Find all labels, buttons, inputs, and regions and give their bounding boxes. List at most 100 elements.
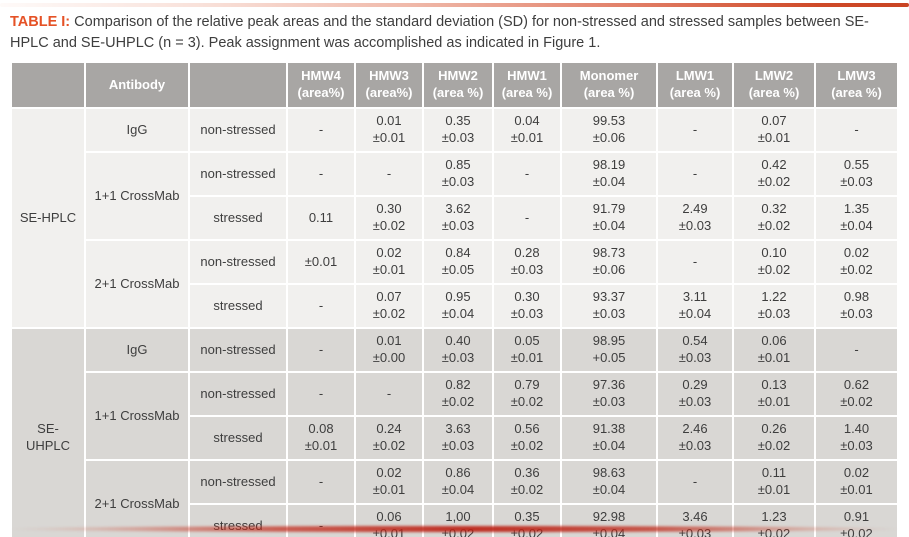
header-method [12, 63, 84, 108]
value-cell: 98.63 ±0.04 [562, 461, 656, 504]
header-antibody: Antibody [86, 63, 188, 108]
value-cell: 0.02 ±0.01 [356, 241, 422, 284]
method-label: SE- UHPLC [12, 329, 84, 537]
value-cell: 97.36 ±0.03 [562, 373, 656, 416]
antibody-label: 1+1 CrossMab [86, 153, 188, 240]
header-monomer: Monomer (area %) [562, 63, 656, 108]
value-cell: 98.19 ±0.04 [562, 153, 656, 196]
value-cell: - [494, 153, 560, 196]
value-cell: 2.49 ±0.03 [658, 197, 732, 240]
value-cell: 0.42 ±0.02 [734, 153, 814, 196]
value-cell: 0.06 ±0.01 [356, 505, 422, 537]
table-row: 2+1 CrossMab non-stressed - 0.02 ±0.01 0… [12, 461, 897, 537]
value-cell: 1.23 ±0.02 [734, 505, 814, 537]
value-cell: 3.46 ±0.03 [658, 505, 732, 537]
table-caption: TABLE I: Comparison of the relative peak… [10, 12, 899, 53]
value-cell: 0.11 ±0.01 [734, 461, 814, 504]
condition-label: stressed [190, 197, 286, 240]
table-row: 2+1 CrossMab non-stressed ±0.01 0.02 ±0.… [12, 241, 897, 328]
table-row: stressed 0.08 ±0.01 0.24 ±0.02 3.63 ±0.0… [12, 417, 897, 460]
condition-label: non-stressed [190, 241, 286, 284]
condition-label: non-stressed [190, 373, 286, 416]
value-cell: - [356, 373, 422, 416]
value-cell: - [356, 153, 422, 196]
value-cell: 0.26 ±0.02 [734, 417, 814, 460]
value-cell: 92.98 ±0.04 [562, 505, 656, 537]
value-cell: 98.73 ±0.06 [562, 241, 656, 284]
header-hmw3: HMW3 (area%) [356, 63, 422, 108]
header-row: Antibody HMW4 (area%) HMW3 (area%) HMW2 … [12, 63, 897, 108]
condition-label: non-stressed [190, 329, 286, 372]
value-cell: - [658, 109, 732, 152]
value-cell: 0.40 ±0.03 [424, 329, 492, 372]
table-row: 1+1 CrossMab non-stressed - - 0.82 ±0.02… [12, 373, 897, 460]
value-cell: - [816, 109, 897, 152]
value-cell: 0.01 ±0.00 [356, 329, 422, 372]
value-cell: 0.28 ±0.03 [494, 241, 560, 284]
value-cell: - [816, 329, 897, 372]
value-cell: 1,00 ±0.02 [424, 505, 492, 537]
value-cell: 0.06 ±0.01 [734, 329, 814, 372]
value-cell: 0.55 ±0.03 [816, 153, 897, 196]
table-row: 1+1 CrossMab non-stressed - - 0.85 ±0.03… [12, 153, 897, 240]
table-row: stressed - 0.07 ±0.02 0.95 ±0.04 0.30 ±0… [12, 285, 897, 328]
value-cell: 1.40 ±0.03 [816, 417, 897, 460]
value-cell: 0.98 ±0.03 [816, 285, 897, 328]
value-cell: 0.07 ±0.01 [734, 109, 814, 152]
value-cell: - [494, 197, 560, 240]
section-se-uhplc: SE- UHPLC IgG non-stressed - 0.01 ±0.00 … [12, 329, 897, 537]
value-cell: 0.56 ±0.02 [494, 417, 560, 460]
value-cell: 0.95 ±0.04 [424, 285, 492, 328]
value-cell: 91.79 ±0.04 [562, 197, 656, 240]
value-cell: 0.08 ±0.01 [288, 417, 354, 460]
value-cell: 0.11 [288, 197, 354, 240]
value-cell: 0.35 ±0.03 [424, 109, 492, 152]
value-cell: 0.30 ±0.02 [356, 197, 422, 240]
value-cell: - [288, 505, 354, 537]
value-cell: 3.63 ±0.03 [424, 417, 492, 460]
value-cell: - [288, 285, 354, 328]
condition-label: stressed [190, 417, 286, 460]
condition-label: stressed [190, 505, 286, 537]
value-cell: 0.82 ±0.02 [424, 373, 492, 416]
table-caption-label: TABLE I: [10, 14, 71, 30]
table-header: Antibody HMW4 (area%) HMW3 (area%) HMW2 … [12, 63, 897, 108]
value-cell: 0.35 ±0.02 [494, 505, 560, 537]
header-condition [190, 63, 286, 108]
antibody-label: IgG [86, 329, 188, 372]
table-row: SE- UHPLC IgG non-stressed - 0.01 ±0.00 … [12, 329, 897, 537]
value-cell: 99.53 ±0.06 [562, 109, 656, 152]
antibody-label: 2+1 CrossMab [86, 241, 188, 328]
header-hmw1: HMW1 (area %) [494, 63, 560, 108]
value-cell: 1.22 ±0.03 [734, 285, 814, 328]
antibody-label: 1+1 CrossMab [86, 373, 188, 460]
value-cell: 0.79 ±0.02 [494, 373, 560, 416]
value-cell: - [658, 461, 732, 504]
condition-label: non-stressed [190, 109, 286, 152]
section-se-hplc: SE-HPLC IgG non-stressed - 0.01 ±0.01 0.… [12, 109, 897, 328]
value-cell: - [658, 241, 732, 284]
value-cell: - [288, 373, 354, 416]
value-cell: 0.36 ±0.02 [494, 461, 560, 504]
value-cell: 3.11 ±0.04 [658, 285, 732, 328]
header-hmw4: HMW4 (area%) [288, 63, 354, 108]
value-cell: 0.24 ±0.02 [356, 417, 422, 460]
value-cell: 0.29 ±0.03 [658, 373, 732, 416]
value-cell: 0.02 ±0.01 [816, 461, 897, 504]
value-cell: - [658, 153, 732, 196]
condition-label: stressed [190, 285, 286, 328]
value-cell: 91.38 ±0.04 [562, 417, 656, 460]
top-accent-rule [0, 3, 909, 7]
table-caption-text: Comparison of the relative peak areas an… [10, 14, 869, 51]
value-cell: 0.02 ±0.01 [356, 461, 422, 504]
value-cell: 0.05 ±0.01 [494, 329, 560, 372]
value-cell: - [288, 461, 354, 504]
value-cell: - [288, 109, 354, 152]
value-cell: 0.02 ±0.02 [816, 241, 897, 284]
results-table: Antibody HMW4 (area%) HMW3 (area%) HMW2 … [10, 61, 899, 537]
header-lmw3: LMW3 (area %) [816, 63, 897, 108]
value-cell: 0.13 ±0.01 [734, 373, 814, 416]
value-cell: 0.10 ±0.02 [734, 241, 814, 284]
table-row: SE-HPLC IgG non-stressed - 0.01 ±0.01 0.… [12, 109, 897, 328]
value-cell: 2.46 ±0.03 [658, 417, 732, 460]
